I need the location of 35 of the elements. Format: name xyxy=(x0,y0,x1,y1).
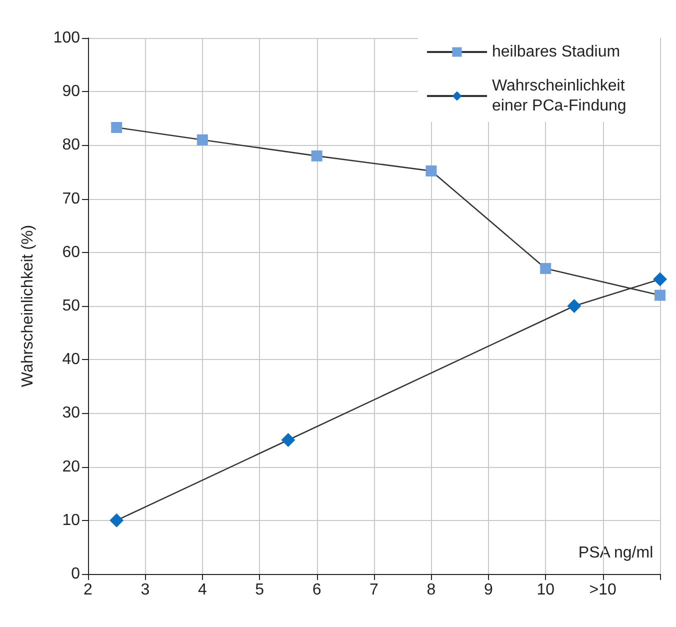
x-axis-title: PSA ng/ml xyxy=(578,544,654,562)
y-tick-label: 100 xyxy=(53,30,80,46)
y-tick-label: 50 xyxy=(62,298,80,314)
x-tick-label: 3 xyxy=(140,582,150,598)
legend-label: Wahrscheinlichkeit einer PCa-Findung xyxy=(492,78,630,114)
point xyxy=(196,134,208,146)
x-tick-label: 4 xyxy=(198,582,207,598)
point xyxy=(281,433,296,447)
y-tick-label: 10 xyxy=(62,512,80,529)
y-tick-label: 80 xyxy=(62,136,80,154)
point xyxy=(540,262,552,274)
point xyxy=(111,122,122,134)
y-tick-label: 20 xyxy=(62,458,80,476)
y-axis-title: Wahrscheinlichkeit (%) xyxy=(20,224,36,388)
x-tick-label: 10 xyxy=(536,582,555,598)
x-tick-label: >10 xyxy=(589,582,616,598)
point xyxy=(654,290,666,301)
x-tick-label: 5 xyxy=(255,582,264,598)
x-tick-label: 2 xyxy=(84,582,93,598)
y-tick-label: 70 xyxy=(62,190,80,208)
point xyxy=(110,513,124,528)
x-tick-label: 6 xyxy=(312,582,322,598)
y-tick-label: 60 xyxy=(62,244,80,261)
x-tick-label: 7 xyxy=(370,582,379,598)
y-tick-label: 40 xyxy=(62,351,80,368)
point xyxy=(426,165,437,176)
y-tick-label: 90 xyxy=(62,83,80,100)
x-tick-label: 9 xyxy=(484,582,493,598)
point xyxy=(653,272,667,286)
y-tick-label: 30 xyxy=(62,404,80,422)
y-tick-label: 0 xyxy=(71,566,80,582)
x-tick-label: 8 xyxy=(426,582,436,598)
point xyxy=(311,150,322,162)
legend-label: heilbares Stadium xyxy=(492,44,620,60)
point xyxy=(567,299,582,313)
